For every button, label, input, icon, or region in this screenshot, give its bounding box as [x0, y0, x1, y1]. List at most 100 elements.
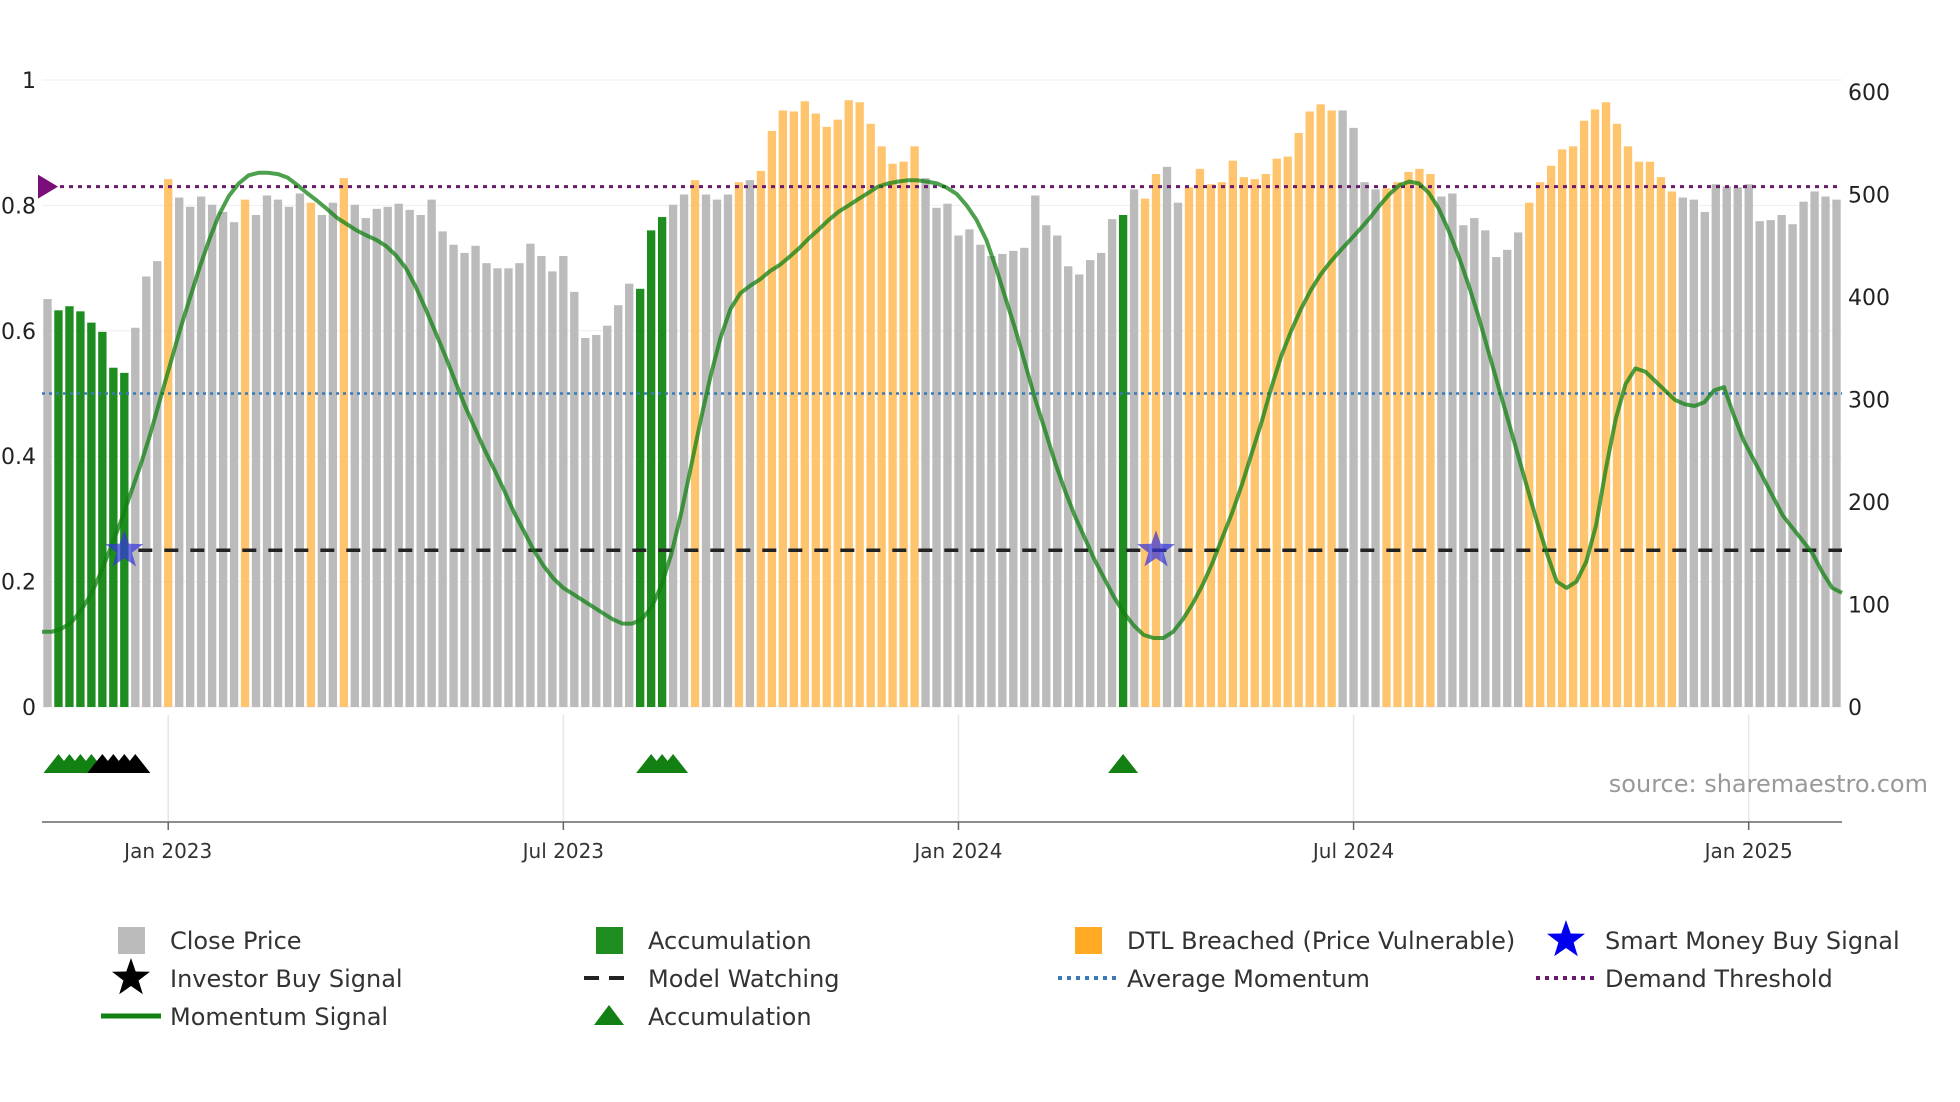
bar-week-49 — [581, 338, 590, 707]
bar-week-47 — [559, 256, 568, 707]
legend-symbol-1 — [596, 927, 623, 954]
smart-money-buy-star-0 — [105, 530, 144, 567]
bar-week-147 — [1656, 177, 1666, 707]
bar-week-96 — [1096, 252, 1106, 708]
bar-week-42 — [504, 268, 513, 707]
bar-week-142 — [1601, 102, 1611, 707]
bar-week-94 — [1075, 274, 1084, 707]
legend-item-6: Average Momentum — [1058, 965, 1370, 993]
bar-week-159 — [1788, 224, 1797, 707]
left-tick-1: 0.2 — [1, 571, 36, 596]
bar-week-32 — [394, 203, 403, 707]
bar-week-127 — [1437, 196, 1446, 708]
bar-week-131 — [1481, 230, 1490, 707]
bar-week-14 — [196, 196, 206, 708]
bar-week-139 — [1568, 146, 1578, 707]
bar-week-104 — [1184, 187, 1194, 707]
bar-week-1 — [54, 310, 63, 707]
legend-symbol-3 — [1547, 920, 1585, 957]
accumulation-triangle-7 — [1108, 754, 1139, 773]
bar-week-111 — [1261, 174, 1270, 707]
smart-money-buy-star-1 — [1137, 530, 1175, 567]
bar-week-23 — [295, 193, 305, 708]
right-tick-2: 200 — [1848, 491, 1890, 516]
right-tick-3: 300 — [1848, 389, 1890, 414]
legend-label-8: Momentum Signal — [170, 1003, 388, 1031]
bar-week-78 — [899, 161, 908, 707]
bar-week-129 — [1459, 225, 1468, 707]
bar-week-54 — [636, 288, 645, 707]
bar-week-98 — [1118, 215, 1128, 707]
bar-week-107 — [1217, 182, 1227, 707]
bar-week-69 — [800, 101, 809, 708]
source-label: source: sharemaestro.com — [1609, 770, 1928, 798]
legend-label-1: Accumulation — [648, 927, 812, 955]
bar-week-73 — [844, 100, 853, 707]
bar-week-2 — [65, 306, 74, 707]
bar-week-67 — [778, 110, 788, 707]
bar-week-39 — [471, 245, 480, 707]
bar-week-106 — [1206, 184, 1216, 707]
right-tick-1: 100 — [1848, 594, 1890, 619]
bar-week-5 — [98, 331, 107, 707]
bar-week-102 — [1162, 166, 1172, 707]
bar-week-113 — [1283, 156, 1292, 707]
bar-week-93 — [1064, 266, 1073, 707]
x-tick-label-2: Jan 2024 — [912, 839, 1002, 863]
x-tick-label-4: Jan 2025 — [1703, 839, 1793, 863]
bar-week-13 — [186, 206, 195, 708]
marker-strip — [43, 754, 1139, 773]
legend-label-9: Accumulation — [648, 1003, 812, 1031]
bar-week-114 — [1294, 133, 1303, 707]
accumulation-triangle-6 — [658, 754, 689, 773]
investor-buy-triangle-3 — [120, 754, 151, 773]
bar-week-55 — [646, 230, 656, 707]
bar-week-76 — [877, 146, 886, 707]
bar-week-162 — [1821, 196, 1830, 708]
bar-week-109 — [1239, 177, 1248, 707]
left-tick-2: 0.4 — [1, 445, 36, 470]
bar-week-11 — [164, 179, 173, 707]
x-tick-label-1: Jul 2023 — [521, 839, 604, 863]
bar-week-134 — [1514, 232, 1523, 708]
axes: 0 0.2 0.4 0.6 0.8 1 0 100 200 300 400 500 600 Jan 202… — [1, 69, 1890, 863]
legend-label-4: Investor Buy Signal — [170, 965, 403, 993]
bar-week-157 — [1766, 220, 1775, 707]
bar-week-125 — [1415, 168, 1424, 707]
bar-week-105 — [1195, 168, 1205, 707]
bar-week-46 — [548, 271, 557, 707]
bar-week-25 — [317, 215, 327, 707]
bar-week-97 — [1107, 219, 1117, 707]
bar-week-133 — [1503, 249, 1512, 707]
legend-item-9: Accumulation — [594, 1003, 812, 1031]
bar-week-50 — [592, 334, 601, 707]
bar-week-10 — [153, 261, 162, 707]
bar-week-154 — [1733, 187, 1742, 707]
bar-week-56 — [657, 217, 667, 708]
bar-week-58 — [679, 194, 689, 707]
bar-week-82 — [943, 203, 952, 707]
legend-symbol-2 — [1075, 927, 1102, 954]
bar-week-148 — [1667, 191, 1677, 708]
bar-week-146 — [1645, 161, 1655, 707]
bar-week-48 — [570, 291, 579, 707]
bar-week-35 — [427, 199, 436, 707]
bar-week-95 — [1086, 260, 1095, 707]
bar-week-161 — [1810, 191, 1819, 708]
legend-label-2: DTL Breached (Price Vulnerable) — [1127, 927, 1515, 955]
bar-week-128 — [1448, 193, 1457, 708]
bar-week-150 — [1689, 199, 1698, 707]
bar-week-138 — [1557, 149, 1567, 707]
bar-week-79 — [910, 146, 919, 707]
bar-week-158 — [1777, 215, 1786, 707]
x-tick-label-3: Jul 2024 — [1311, 839, 1394, 863]
bar-week-160 — [1799, 201, 1808, 708]
bar-week-37 — [449, 244, 458, 707]
bar-week-74 — [855, 102, 864, 707]
bar-week-29 — [361, 218, 370, 707]
legend-item-3: Smart Money Buy Signal — [1547, 920, 1900, 957]
bar-week-22 — [284, 206, 294, 708]
bar-week-8 — [131, 327, 140, 707]
legend-symbol-0 — [118, 927, 145, 954]
